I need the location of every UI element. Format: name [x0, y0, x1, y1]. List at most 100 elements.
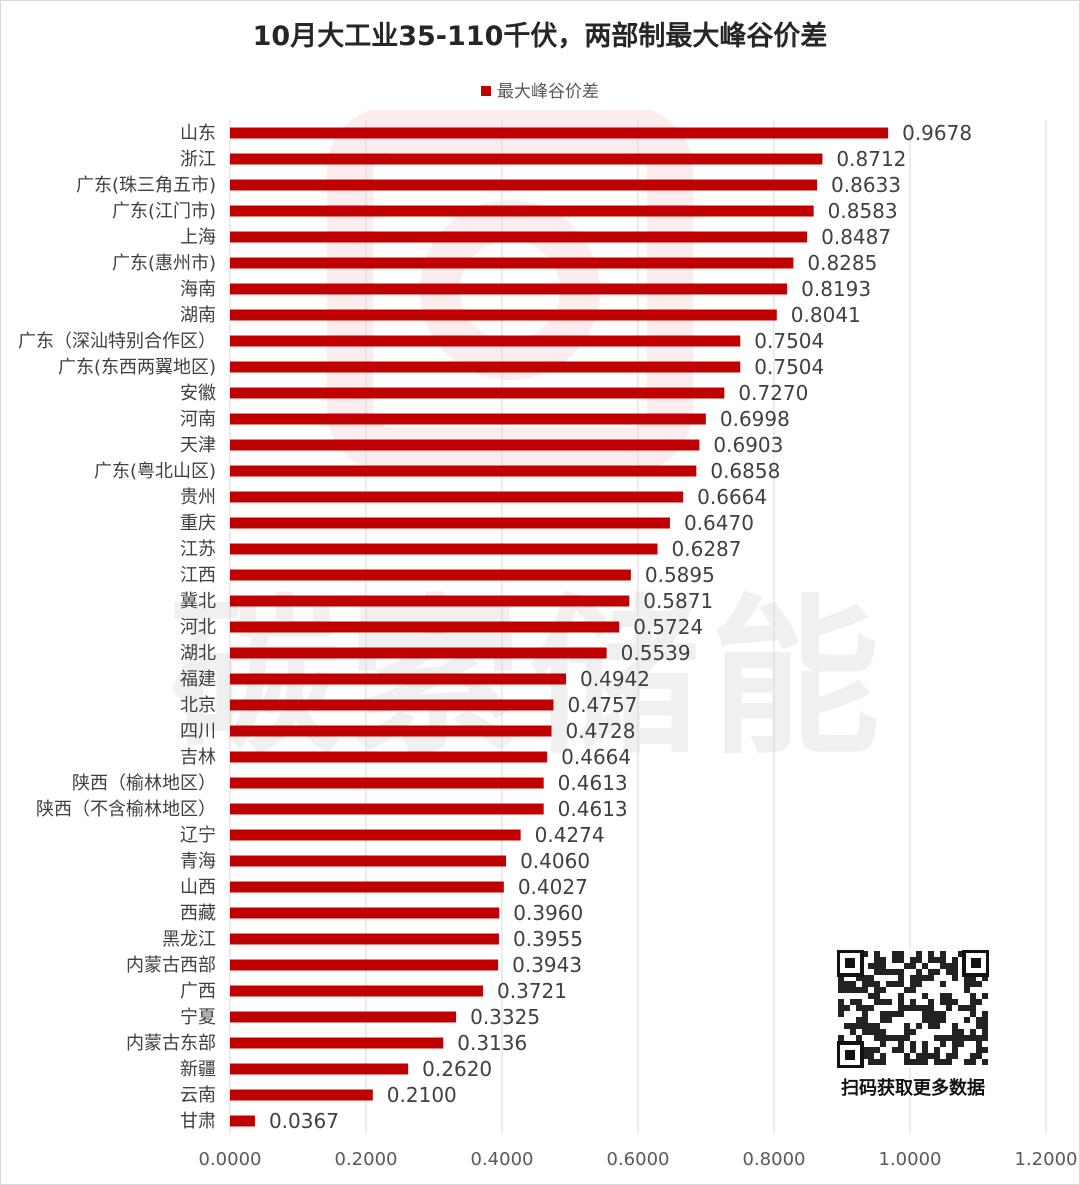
value-label: 0.2100 [387, 1083, 457, 1107]
bar[interactable] [230, 179, 818, 191]
value-label: 0.7270 [738, 381, 808, 405]
category-label: 陕西（不含榆林地区） [36, 799, 216, 820]
legend-label: 最大峰谷价差 [497, 82, 599, 102]
bar[interactable] [230, 465, 697, 477]
value-label: 0.3325 [470, 1005, 540, 1029]
value-label: 0.4942 [580, 667, 650, 691]
category-label: 甘肃 [180, 1111, 216, 1132]
bar[interactable] [230, 803, 544, 815]
category-label: 广东(东西两翼地区) [58, 357, 216, 378]
bar[interactable] [230, 881, 504, 893]
chart-title: 10月大工业35-110千伏，两部制最大峰谷价差 [252, 21, 828, 52]
bar[interactable] [230, 647, 607, 659]
value-label: 0.9678 [902, 121, 972, 145]
value-label: 0.4613 [558, 771, 628, 795]
bar[interactable] [230, 933, 499, 945]
category-label: 北京 [180, 695, 216, 716]
bar[interactable] [230, 231, 808, 243]
bar[interactable] [230, 777, 544, 789]
qr-block[interactable]: 扫码获取更多数据 [808, 949, 1018, 1100]
bar[interactable] [230, 595, 630, 607]
bar[interactable] [230, 751, 548, 763]
qr-code-icon[interactable] [836, 949, 990, 1069]
value-label: 0.7504 [754, 355, 824, 379]
value-label: 0.8712 [836, 147, 906, 171]
value-label: 0.4613 [558, 797, 628, 821]
value-label: 0.4664 [561, 745, 631, 769]
legend: 最大峰谷价差 [0, 77, 1080, 102]
bar[interactable] [230, 309, 777, 321]
value-label: 0.8487 [821, 225, 891, 249]
bar[interactable] [230, 699, 554, 711]
category-label: 湖南 [180, 305, 216, 326]
bar[interactable] [230, 855, 507, 867]
bar[interactable] [230, 621, 620, 633]
qr-pattern [836, 949, 990, 1069]
value-label: 0.7504 [754, 329, 824, 353]
category-label: 广东（深汕特别合作区） [18, 331, 216, 352]
bar[interactable] [230, 985, 484, 997]
category-label: 海南 [180, 279, 216, 300]
bar[interactable] [230, 1011, 457, 1023]
bar[interactable] [230, 283, 788, 295]
value-label: 0.6664 [697, 485, 767, 509]
bar[interactable] [230, 569, 631, 581]
value-label: 0.4027 [518, 875, 588, 899]
bar[interactable] [230, 491, 684, 503]
category-label: 吉林 [180, 747, 216, 768]
value-label: 0.8041 [791, 303, 861, 327]
bar[interactable] [230, 257, 794, 269]
bar[interactable] [230, 543, 658, 555]
category-label: 广西 [180, 981, 216, 1002]
x-tick-label: 0.2000 [335, 1149, 398, 1170]
bar[interactable] [230, 907, 500, 919]
bar[interactable] [230, 413, 706, 425]
category-label: 河北 [180, 617, 216, 638]
category-label: 广东(惠州市) [112, 253, 216, 274]
value-label: 0.5539 [621, 641, 691, 665]
bar[interactable] [230, 673, 567, 685]
bar[interactable] [230, 725, 552, 737]
category-label: 湖北 [180, 643, 216, 664]
bar[interactable] [230, 959, 499, 971]
bar[interactable] [230, 1115, 255, 1127]
bar[interactable] [230, 1089, 373, 1101]
bar[interactable] [230, 127, 889, 139]
x-tick-label: 0.6000 [607, 1149, 670, 1170]
value-label: 0.5871 [643, 589, 713, 613]
value-label: 0.0367 [269, 1109, 339, 1133]
bar[interactable] [230, 439, 700, 451]
category-label: 辽宁 [180, 825, 216, 846]
value-label: 0.6287 [672, 537, 742, 561]
category-label: 福建 [180, 669, 216, 690]
category-label: 青海 [180, 851, 216, 872]
value-label: 0.8583 [828, 199, 898, 223]
bar[interactable] [230, 1063, 409, 1075]
bar[interactable] [230, 1037, 444, 1049]
category-label: 云南 [180, 1085, 216, 1106]
category-label: 黑龙江 [162, 929, 216, 950]
value-label: 0.3136 [457, 1031, 527, 1055]
value-label: 0.4274 [535, 823, 605, 847]
category-label: 河南 [180, 409, 216, 430]
bar[interactable] [230, 335, 741, 347]
category-label: 广东(江门市) [112, 201, 216, 222]
value-label: 0.4060 [520, 849, 590, 873]
bar[interactable] [230, 517, 670, 529]
bar[interactable] [230, 205, 814, 217]
bar[interactable] [230, 361, 741, 373]
bar[interactable] [230, 153, 823, 165]
category-label: 陕西（榆林地区） [72, 773, 216, 794]
value-label: 0.3721 [497, 979, 567, 1003]
value-label: 0.8633 [831, 173, 901, 197]
value-label: 0.3943 [512, 953, 582, 977]
value-label: 0.2620 [422, 1057, 492, 1081]
bar[interactable] [230, 829, 521, 841]
value-label: 0.5895 [645, 563, 715, 587]
category-label: 新疆 [180, 1059, 216, 1080]
category-label: 宁夏 [180, 1007, 216, 1028]
category-label: 山东 [180, 123, 216, 144]
category-label: 江西 [180, 565, 216, 586]
bar[interactable] [230, 387, 725, 399]
